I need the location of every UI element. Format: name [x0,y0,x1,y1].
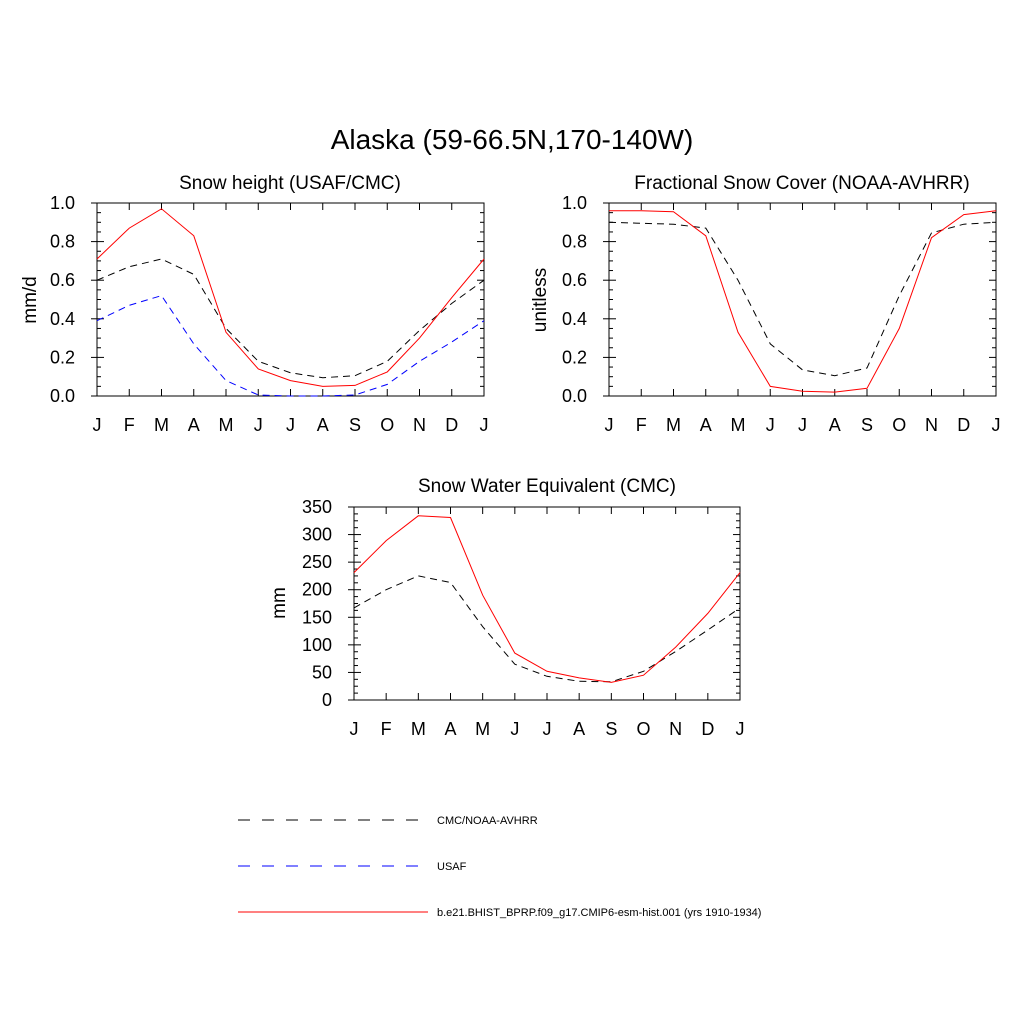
x-tick-label: M [219,415,234,435]
y-tick-label: 0.0 [562,386,587,406]
y-tick-label: 0.6 [50,270,75,290]
y-axis-label: unitless [530,268,551,332]
x-tick-label: J [480,415,489,435]
y-axis-label: mm/d [20,276,41,324]
x-tick-label: A [829,415,841,435]
legend-item-cmc: CMC/NOAA-AVHRR [238,815,538,827]
x-tick-label: M [411,719,426,739]
plot-frame [96,202,485,397]
legend-label: CMC/NOAA-AVHRR [437,815,538,827]
series-line [609,210,997,393]
series-line [96,208,485,387]
x-tick-label: N [669,719,682,739]
plot-area: 0.00.20.40.60.81.0J F M A M J J A S O N D J [50,193,489,435]
y-tick-label: 200 [302,580,332,600]
y-tick-label: 0.4 [562,309,587,329]
series-line [353,575,741,683]
y-tick-label: 1.0 [562,193,587,213]
y-tick-label: 100 [302,635,332,655]
y-tick-label: 300 [302,525,332,545]
y-tick-label: 0.6 [562,270,587,290]
x-tick-label: J [93,415,102,435]
x-tick-label: F [636,415,647,435]
panel-fractional-snow-cover: Fractional Snow Cover (NOAA-AVHRR) unitl… [530,173,1001,435]
x-tick-label: S [861,415,873,435]
x-tick-label: J [605,415,614,435]
y-tick-label: 150 [302,607,332,627]
x-tick-label: A [188,415,200,435]
panel-title: Snow height (USAF/CMC) [179,173,401,194]
legend-label: b.e21.BHIST_BPRP.f09_g17.CMIP6-esm-hist.… [437,907,761,919]
y-tick-label: 0.4 [50,309,75,329]
y-tick-label: 0.2 [50,347,75,367]
y-tick-label: 250 [302,552,332,572]
x-tick-label: J [736,719,745,739]
y-tick-label: 0.8 [562,232,587,252]
x-tick-label: S [349,415,361,435]
x-tick-label: J [992,415,1001,435]
x-tick-label: M [731,415,746,435]
x-tick-label: J [510,719,519,739]
x-tick-label: D [701,719,714,739]
x-tick-label: D [445,415,458,435]
y-tick-label: 0.0 [50,386,75,406]
legend-label: USAF [437,861,467,873]
x-tick-label: O [636,719,650,739]
plot-area: 0.00.20.40.60.81.0J F M A M J J A S O N D J [562,193,1001,435]
panel-title: Snow Water Equivalent (CMC) [418,476,676,497]
y-tick-label: 1.0 [50,193,75,213]
series-line [608,221,997,377]
y-tick-label: 0.8 [50,232,75,252]
legend: CMC/NOAA-AVHRR USAF b.e21.BHIST_BPRP.f09… [238,815,761,919]
x-tick-label: J [543,719,552,739]
plot-frame [608,202,997,397]
x-tick-label: D [957,415,970,435]
x-tick-label: N [413,415,426,435]
x-tick-label: J [350,719,359,739]
panel-snow-water-equivalent: Snow Water Equivalent (CMC) mm 0 50 100 150… [269,476,745,739]
x-tick-label: J [766,415,775,435]
x-tick-label: A [444,719,456,739]
x-tick-label: F [124,415,135,435]
legend-item-model: b.e21.BHIST_BPRP.f09_g17.CMIP6-esm-hist.… [238,907,761,919]
x-tick-label: N [925,415,938,435]
series-line [96,258,485,379]
y-axis-label: mm [269,587,290,619]
legend-item-usaf: USAF [238,861,467,873]
x-tick-label: M [475,719,490,739]
x-tick-label: M [154,415,169,435]
panel-snow-height: Snow height (USAF/CMC) mm/d 0.0 0.2 0.4 0.6… [20,173,489,435]
x-tick-label: J [286,415,295,435]
x-tick-label: J [798,415,807,435]
x-tick-label: A [317,415,329,435]
y-tick-label: 50 [312,662,332,682]
x-tick-label: F [381,719,392,739]
x-tick-label: A [700,415,712,435]
series-line [96,295,485,397]
series-line [353,515,741,683]
x-tick-label: J [254,415,263,435]
x-tick-label: O [380,415,394,435]
x-tick-label: M [666,415,681,435]
x-tick-label: O [892,415,906,435]
y-tick-label: 0 [322,690,332,710]
figure-title: Alaska (59-66.5N,170-140W) [331,124,694,155]
y-tick-label: 0.2 [562,347,587,367]
panel-title: Fractional Snow Cover (NOAA-AVHRR) [634,173,969,194]
y-tick-label: 350 [302,497,332,517]
x-tick-label: S [605,719,617,739]
x-tick-label: A [573,719,585,739]
